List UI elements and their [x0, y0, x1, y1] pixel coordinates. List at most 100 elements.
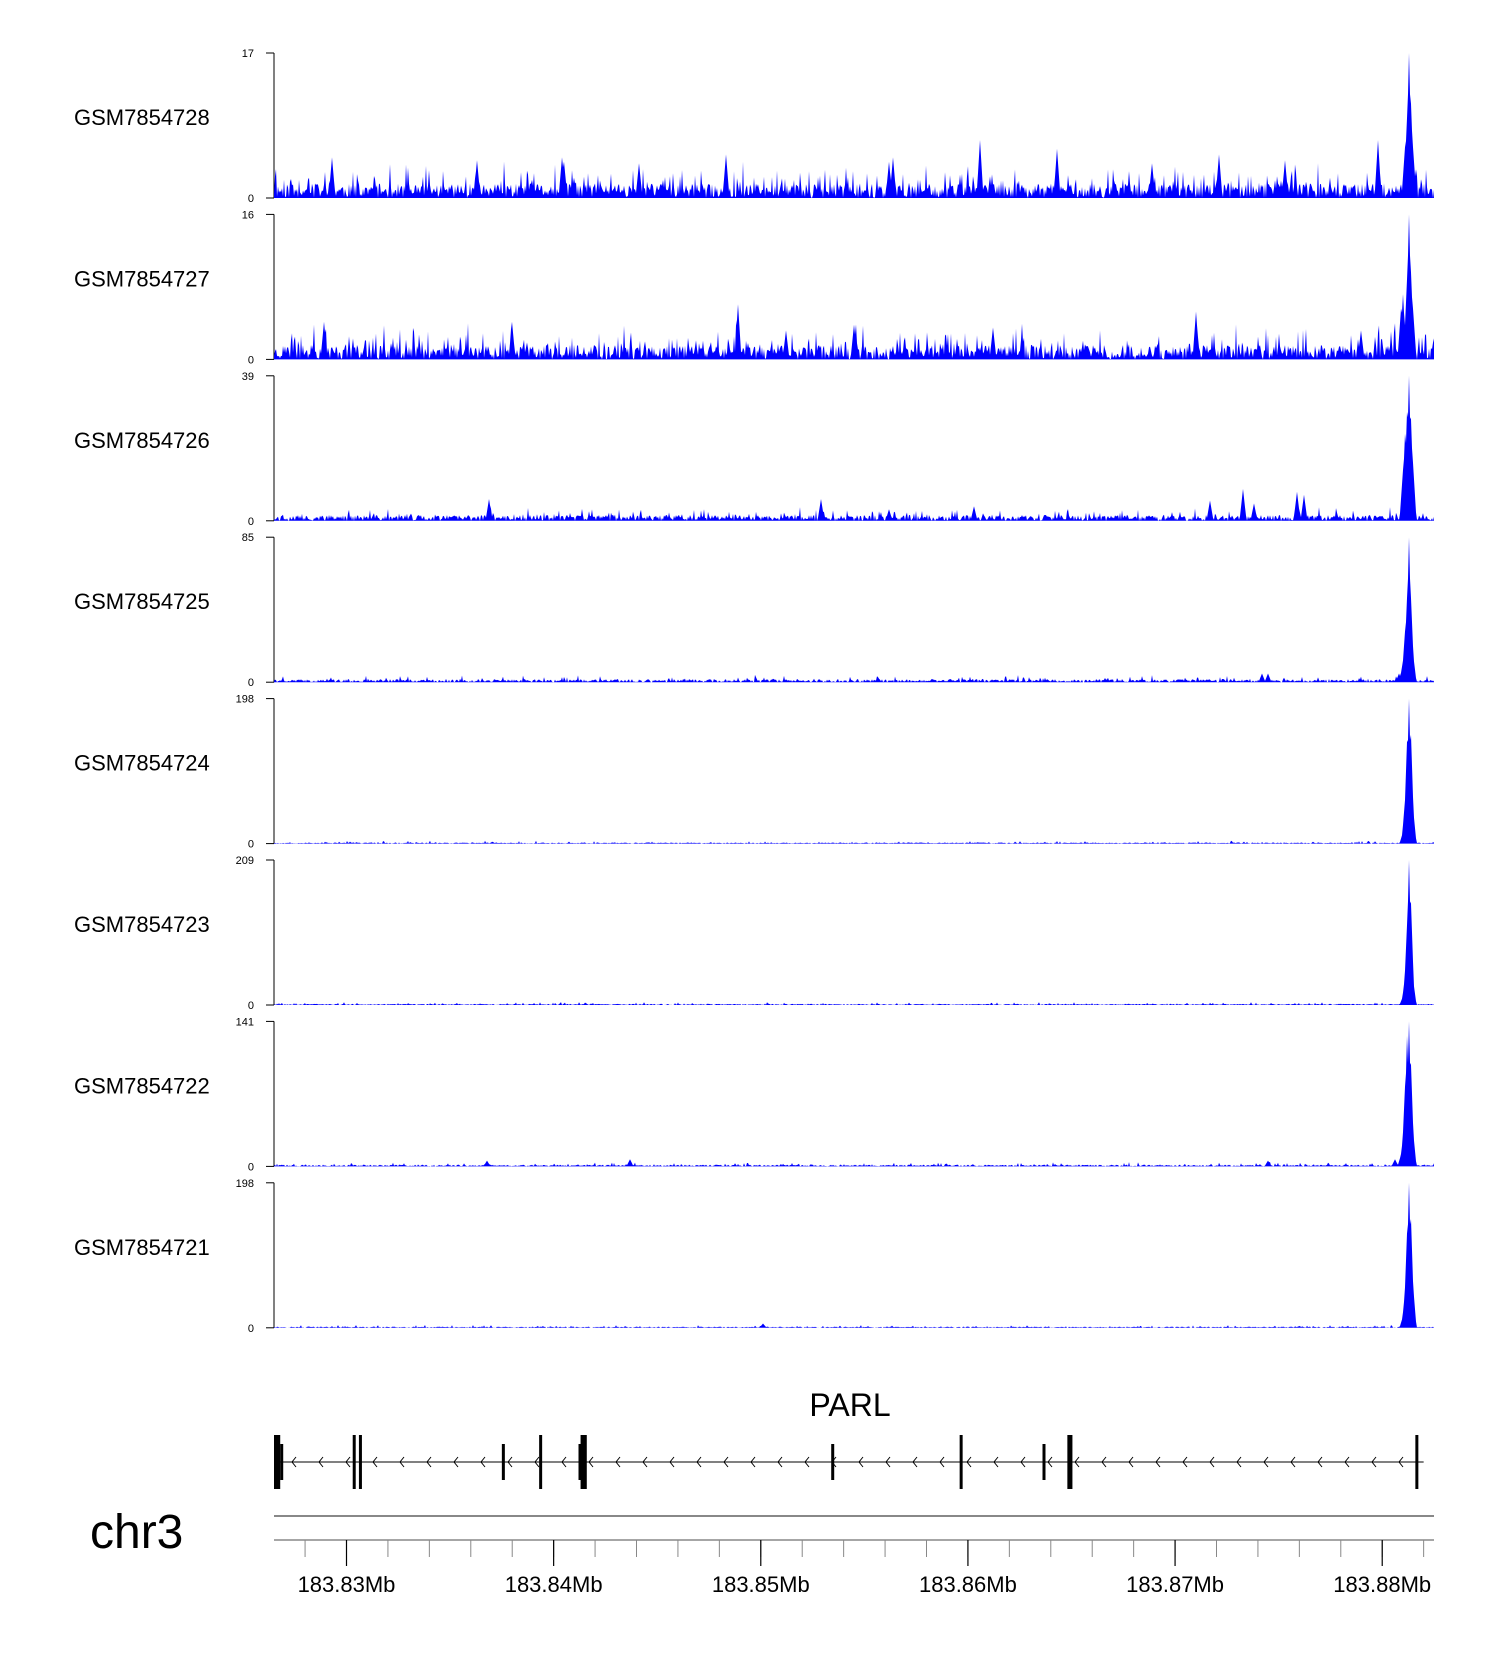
exon: [539, 1435, 543, 1489]
strand-arrow: [885, 1456, 891, 1468]
strand-arrow: [1047, 1456, 1053, 1468]
strand-arrow: [642, 1456, 648, 1468]
y-axis-min-label: 0: [248, 839, 254, 851]
signal-area: [274, 53, 1434, 198]
x-axis-tick-label: 183.85Mb: [712, 1572, 810, 1597]
x-axis-tick-label: 183.84Mb: [505, 1572, 603, 1597]
strand-arrow: [804, 1456, 810, 1468]
exon: [1042, 1444, 1046, 1480]
track-GSM7854724: GSM7854724 198 0: [74, 694, 1434, 851]
track-label: GSM7854728: [74, 105, 210, 130]
strand-arrow: [372, 1456, 378, 1468]
strand-arrow: [993, 1456, 999, 1468]
strand-arrow: [1236, 1456, 1242, 1468]
signal-tracks: GSM7854728170GSM7854727160GSM7854726390G…: [74, 48, 1434, 1335]
exon: [1415, 1435, 1419, 1489]
gene-label-parl: PARL: [809, 1387, 890, 1423]
track-GSM7854723: GSM7854723 209 0: [74, 855, 1434, 1012]
y-axis-min-label: 0: [248, 354, 254, 366]
strand-arrow: [507, 1456, 513, 1468]
y-axis-min-label: 0: [248, 1161, 254, 1173]
y-axis-min-label: 0: [248, 677, 254, 689]
track-GSM7854726: GSM7854726 39 0: [74, 371, 1434, 528]
y-axis-max-label: 17: [242, 48, 254, 60]
track-GSM7854721: GSM7854721 198 0: [74, 1178, 1434, 1335]
signal-area: [274, 1021, 1434, 1167]
strand-arrow: [1371, 1456, 1377, 1468]
strand-arrow: [1317, 1456, 1323, 1468]
y-axis-max-label: 16: [242, 209, 254, 221]
y-axis-min-label: 0: [248, 516, 254, 528]
signal-area: [274, 375, 1434, 521]
strand-arrow: [723, 1456, 729, 1468]
strand-arrow: [669, 1456, 675, 1468]
signal-area: [274, 860, 1434, 1005]
strand-arrow: [1344, 1456, 1350, 1468]
x-axis-tick-label: 183.88Mb: [1333, 1572, 1431, 1597]
y-axis-max-label: 85: [242, 532, 254, 544]
exon: [1069, 1435, 1073, 1489]
signal-area: [274, 214, 1434, 360]
strand-arrow: [1398, 1456, 1404, 1468]
x-axis-tick-label: 183.86Mb: [919, 1572, 1017, 1597]
strand-arrow: [318, 1456, 324, 1468]
track-label: GSM7854725: [74, 589, 210, 614]
chromosome-label: chr3: [90, 1506, 183, 1559]
strand-arrow: [345, 1456, 351, 1468]
strand-arrow: [561, 1456, 567, 1468]
strand-arrow: [966, 1456, 972, 1468]
strand-arrow: [291, 1456, 297, 1468]
strand-arrow: [1155, 1456, 1161, 1468]
y-axis-min-label: 0: [248, 1323, 254, 1335]
track-GSM7854727: GSM7854727 16 0: [74, 209, 1434, 366]
signal-area: [274, 1182, 1434, 1328]
strand-arrow: [453, 1456, 459, 1468]
track-GSM7854728: GSM7854728 17 0: [74, 48, 1434, 205]
gene-track: PARL: [274, 1387, 1424, 1489]
signal-area: [274, 698, 1434, 844]
strand-arrow: [480, 1456, 486, 1468]
strand-arrow: [1209, 1456, 1215, 1468]
y-axis-max-label: 209: [236, 855, 254, 867]
strand-arrow: [1182, 1456, 1188, 1468]
strand-arrow: [1290, 1456, 1296, 1468]
strand-arrow: [399, 1456, 405, 1468]
exon: [831, 1444, 835, 1480]
track-label: GSM7854722: [74, 1073, 210, 1098]
exon: [280, 1444, 284, 1480]
x-axis-tick-label: 183.87Mb: [1126, 1572, 1224, 1597]
strand-arrow: [534, 1456, 540, 1468]
y-axis-max-label: 198: [236, 1178, 254, 1190]
strand-arrow: [858, 1456, 864, 1468]
strand-arrow: [696, 1456, 702, 1468]
signal-area: [274, 537, 1434, 683]
track-label: GSM7854726: [74, 428, 210, 453]
track-label: GSM7854724: [74, 751, 210, 776]
y-axis-max-label: 141: [236, 1016, 254, 1028]
track-label: GSM7854727: [74, 266, 210, 291]
strand-arrow: [588, 1456, 594, 1468]
exon: [352, 1435, 356, 1489]
strand-arrow: [939, 1456, 945, 1468]
exon: [1067, 1435, 1071, 1489]
strand-arrow: [1101, 1456, 1107, 1468]
y-axis-max-label: 198: [236, 694, 254, 706]
y-axis-max-label: 39: [242, 371, 254, 383]
x-axis-tick-label: 183.83Mb: [298, 1572, 396, 1597]
exon: [501, 1444, 505, 1480]
track-GSM7854722: GSM7854722 141 0: [74, 1016, 1434, 1173]
exon: [358, 1435, 362, 1489]
chromosome-axis: chr3 183.83Mb 183.84Mb 183.85Mb 183.86Mb 183…: [90, 1506, 1434, 1597]
track-label: GSM7854721: [74, 1235, 210, 1260]
track-label: GSM7854723: [74, 912, 210, 937]
strand-arrow: [1128, 1456, 1134, 1468]
strand-arrow: [426, 1456, 432, 1468]
exon: [274, 1435, 281, 1489]
y-axis-min-label: 0: [248, 1000, 254, 1012]
y-axis-min-label: 0: [248, 193, 254, 205]
exon: [578, 1444, 582, 1480]
strand-arrow: [615, 1456, 621, 1468]
strand-arrow: [1263, 1456, 1269, 1468]
strand-arrow: [750, 1456, 756, 1468]
